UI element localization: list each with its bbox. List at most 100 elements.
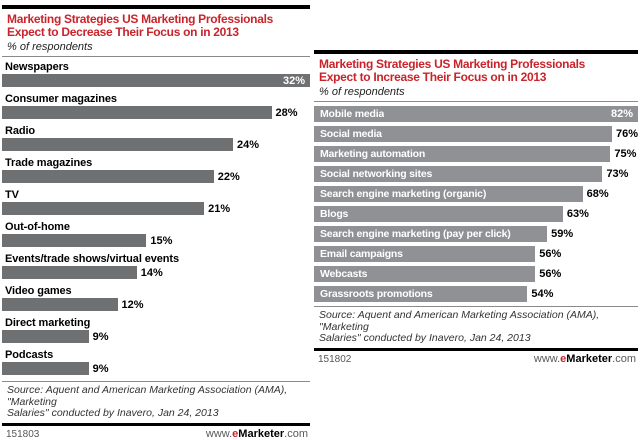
bar: Search engine marketing (organic) xyxy=(314,186,583,202)
bar-label: Radio xyxy=(5,125,36,137)
bar-value: 73% xyxy=(606,168,629,180)
bar xyxy=(2,330,89,343)
bar-line: 32% xyxy=(2,74,310,87)
bar-label: Webcasts xyxy=(320,268,368,280)
bar-label: Grassroots promotions xyxy=(320,288,433,300)
source-note: Source: Aquent and American Marketing As… xyxy=(314,309,638,345)
bar-value: 63% xyxy=(566,208,589,220)
bar-row: Email campaigns 56% xyxy=(314,246,638,262)
url-www: www. xyxy=(205,427,233,440)
bar-value: 9% xyxy=(92,330,109,343)
bar-label: Social networking sites xyxy=(320,168,433,180)
bar-rows: Mobile media 82% Social media 76% Marketing … xyxy=(314,106,638,302)
bar-line: 28% xyxy=(2,106,310,119)
bar-label: Out-of-home xyxy=(5,221,70,233)
divider xyxy=(2,381,310,382)
bar-row: TV 21% xyxy=(2,189,310,215)
bar-label: Mobile media xyxy=(320,108,385,120)
bar-line: 14% xyxy=(2,266,310,279)
chart-decrease-focus: Marketing Strategies US Marketing Profes… xyxy=(2,5,310,440)
bar: Mobile media 82% xyxy=(314,106,638,122)
bar xyxy=(2,170,214,183)
bar xyxy=(2,266,137,279)
bar-row: Search engine marketing (organic) 68% xyxy=(314,186,638,202)
bar-row: Out-of-home 15% xyxy=(2,221,310,247)
bar: Social media xyxy=(314,126,612,142)
bar-value: 76% xyxy=(615,128,638,140)
source-line: Salaries" conducted by Inavero, Jan 24, … xyxy=(7,407,219,419)
bar-row: Direct marketing 9% xyxy=(2,317,310,343)
divider xyxy=(314,306,638,307)
bar-value: 75% xyxy=(614,148,637,160)
url-marketer: Marketer xyxy=(238,427,285,440)
source-note: Source: Aquent and American Marketing As… xyxy=(2,384,310,420)
divider xyxy=(2,56,310,57)
bar xyxy=(2,106,272,119)
top-rule xyxy=(314,50,638,54)
bar-label: Newspapers xyxy=(5,61,69,73)
bar-value: 54% xyxy=(531,288,554,300)
bar-line: 9% xyxy=(2,362,310,375)
bar xyxy=(2,234,147,247)
chart-footer: 151802 www.eMarketer.com xyxy=(314,353,638,365)
bar-rows: Newspapers 32% Consumer magazines 28% Radio 2… xyxy=(2,61,310,375)
top-rule xyxy=(2,5,310,9)
chart-title-line: Expect to Increase Their Focus on in 201… xyxy=(319,70,547,84)
bar: 32% xyxy=(2,74,310,87)
bar-row: Blogs 63% xyxy=(314,206,638,222)
bar-label: Blogs xyxy=(320,208,349,220)
bar-label: Search engine marketing (pay per click) xyxy=(320,228,511,240)
bar-row: Consumer magazines 28% xyxy=(2,93,310,119)
chart-title-line: Marketing Strategies US Marketing Profes… xyxy=(7,12,273,26)
bar-row: Search engine marketing (pay per click) 5… xyxy=(314,226,638,242)
emarketer-url: www.eMarketer.com xyxy=(534,353,636,365)
url-e: e xyxy=(560,352,567,365)
bar xyxy=(2,138,233,151)
bar-row: Video games 12% xyxy=(2,285,310,311)
bar xyxy=(2,202,205,215)
bar-value: 59% xyxy=(551,228,574,240)
chart-title: Marketing Strategies US Marketing Profes… xyxy=(2,13,310,39)
bar-label: Marketing automation xyxy=(320,148,426,160)
url-com: .com xyxy=(284,427,308,440)
bar-row: Marketing automation 75% xyxy=(314,146,638,162)
bar-label: Search engine marketing (organic) xyxy=(320,188,487,200)
bar: Blogs xyxy=(314,206,563,222)
bar-value: 32% xyxy=(282,74,305,87)
bar-row: Radio 24% xyxy=(2,125,310,151)
chart-footer: 151803 www.eMarketer.com xyxy=(2,428,310,440)
bar-line: 21% xyxy=(2,202,310,215)
bar-value: 22% xyxy=(217,170,240,183)
source-line: Salaries" conducted by Inavero, Jan 24, … xyxy=(319,332,531,344)
bar-row: Mobile media 82% xyxy=(314,106,638,122)
bar-line: 22% xyxy=(2,170,310,183)
bar-row: Events/trade shows/virtual events 14% xyxy=(2,253,310,279)
bar-row: Social media 76% xyxy=(314,126,638,142)
chart-subtitle: % of respondents xyxy=(319,86,405,98)
bar-value: 82% xyxy=(610,108,633,120)
bar-value: 28% xyxy=(275,106,298,119)
chart-increase-focus: Marketing Strategies US Marketing Profes… xyxy=(314,50,638,365)
bar-line: 12% xyxy=(2,298,310,311)
bar: Search engine marketing (pay per click) xyxy=(314,226,548,242)
footer-rule xyxy=(314,347,638,351)
bar: Marketing automation xyxy=(314,146,611,162)
url-com: .com xyxy=(612,352,636,365)
bar-value: 56% xyxy=(539,268,562,280)
bar-line: 9% xyxy=(2,330,310,343)
bar-value: 12% xyxy=(121,298,144,311)
url-marketer: Marketer xyxy=(566,352,613,365)
chart-title-line: Expect to Decrease Their Focus on in 201… xyxy=(7,25,239,39)
bar-row: Newspapers 32% xyxy=(2,61,310,87)
bar-label: Consumer magazines xyxy=(5,93,117,105)
bar-row: Podcasts 9% xyxy=(2,349,310,375)
bar: Email campaigns xyxy=(314,246,536,262)
bar-line: 15% xyxy=(2,234,310,247)
bar-value: 68% xyxy=(586,188,609,200)
chart-id: 151803 xyxy=(6,428,40,440)
bar-label: Direct marketing xyxy=(5,317,91,329)
bar-label: Email campaigns xyxy=(320,248,403,260)
bar-label: Podcasts xyxy=(5,349,54,361)
bar-value: 15% xyxy=(150,234,173,247)
source-line: Source: Aquent and American Marketing As… xyxy=(7,384,288,408)
